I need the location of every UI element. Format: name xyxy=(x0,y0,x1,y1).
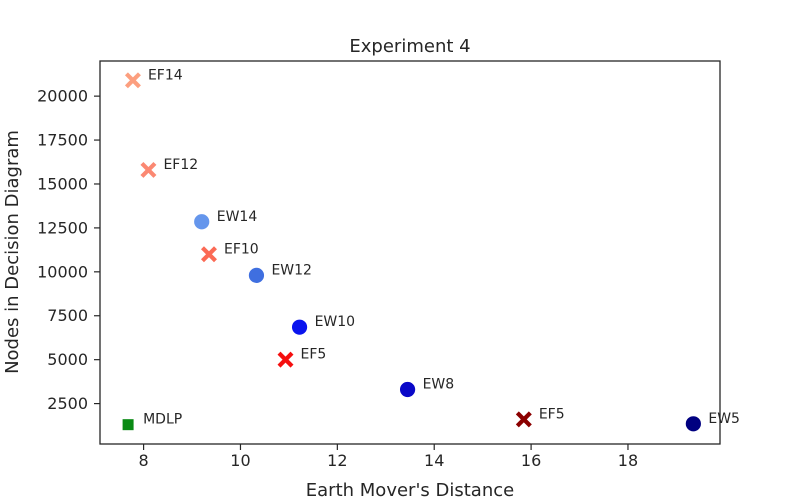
point-label-mdlp: MDLP xyxy=(143,412,182,428)
x-tick-label: 18 xyxy=(618,451,638,470)
data-point-ef5 xyxy=(277,351,294,368)
point-label-ef5: EF5 xyxy=(539,406,565,422)
point-label-ef12: EF12 xyxy=(163,157,198,173)
data-point-ew12 xyxy=(248,266,265,284)
y-tick-label: 17500 xyxy=(37,131,88,150)
data-point-mdlp xyxy=(122,419,134,431)
data-point-ef5 xyxy=(515,411,532,428)
x-tick-label: 16 xyxy=(521,451,541,470)
y-tick-label: 2500 xyxy=(47,394,88,413)
y-tick-label: 20000 xyxy=(37,87,88,106)
data-point-ef14 xyxy=(124,72,141,89)
point-label-ew5: EW5 xyxy=(708,411,740,427)
y-tick-label: 7500 xyxy=(47,306,88,325)
data-point-ew5 xyxy=(684,415,702,433)
point-labels: EF14 EF12 EF10 EF5 EF5 EW14 EW12 EW10 EW8 EW5 MDLP xyxy=(143,67,740,427)
y-axis: 2500 5000 7500 10000 12500 15000 17500 20000 xyxy=(37,87,100,413)
point-label-ew8: EW8 xyxy=(423,377,455,393)
x-tick-label: 14 xyxy=(424,451,444,470)
data-points xyxy=(122,72,702,433)
y-tick-label: 5000 xyxy=(47,350,88,369)
data-point-ef12 xyxy=(140,161,157,178)
y-tick-label: 10000 xyxy=(37,262,88,281)
y-tick-label: 12500 xyxy=(37,218,88,237)
x-tick-label: 12 xyxy=(327,451,347,470)
plot-frame xyxy=(99,60,721,445)
data-point-ef10 xyxy=(200,246,217,263)
x-axis: 8 10 12 14 16 18 xyxy=(139,444,638,470)
x-axis-title: Earth Mover's Distance xyxy=(306,480,514,500)
data-point-ew8 xyxy=(399,381,416,398)
data-point-ew10 xyxy=(291,318,308,336)
y-tick-label: 15000 xyxy=(37,174,88,193)
point-label-ew12: EW12 xyxy=(271,262,312,278)
point-label-ef14: EF14 xyxy=(148,67,183,83)
x-tick-label: 8 xyxy=(139,451,149,470)
point-label-ew14: EW14 xyxy=(217,209,258,225)
point-label-ew10: EW10 xyxy=(315,314,356,330)
y-axis-title: Nodes in Decision Diagram xyxy=(2,130,23,374)
data-point-ew14 xyxy=(193,213,211,231)
chart-title: Experiment 4 xyxy=(349,36,470,57)
x-tick-label: 10 xyxy=(230,451,250,470)
point-label-ef10: EF10 xyxy=(224,241,259,257)
point-label-ef5: EF5 xyxy=(301,347,327,363)
